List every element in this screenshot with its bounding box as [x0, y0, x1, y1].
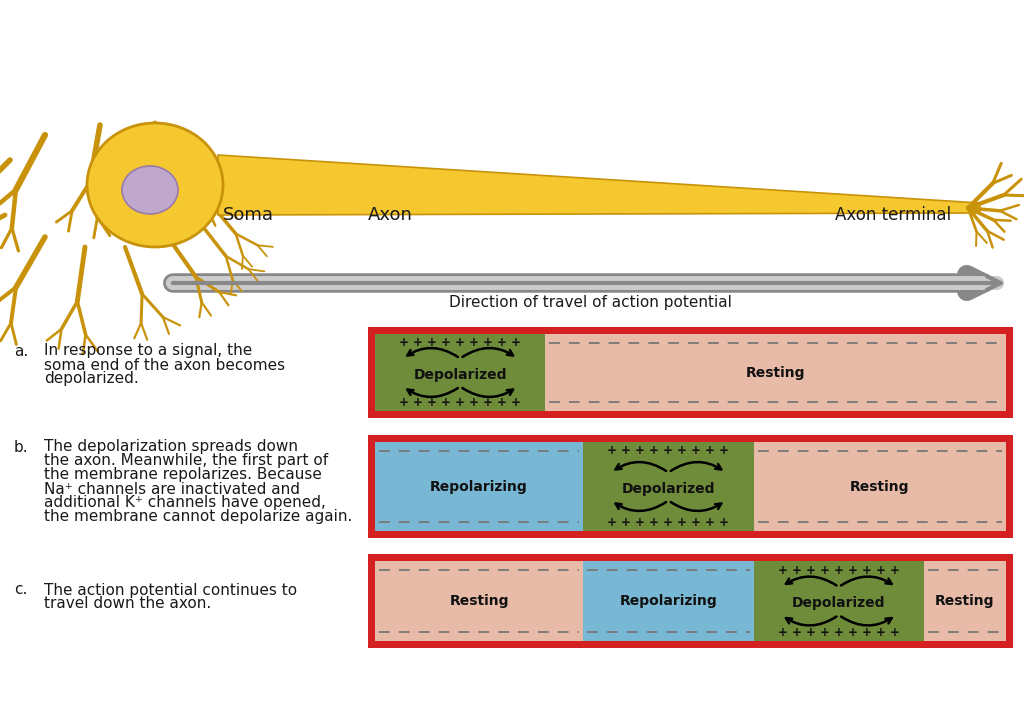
Text: Resting: Resting: [450, 594, 509, 608]
Bar: [368, 435, 1013, 538]
Polygon shape: [218, 155, 980, 215]
Text: + + + + + + + + +: + + + + + + + + +: [778, 563, 900, 576]
Text: + + + + + + + + +: + + + + + + + + +: [607, 516, 729, 528]
Text: + + + + + + + + +: + + + + + + + + +: [778, 625, 900, 638]
Bar: [375, 442, 584, 531]
Bar: [368, 327, 1013, 418]
Text: Soma: Soma: [222, 206, 273, 224]
Bar: [584, 442, 754, 531]
Text: a.: a.: [14, 343, 29, 358]
Bar: [375, 334, 546, 411]
Text: Resting: Resting: [935, 594, 994, 608]
Text: the membrane cannot depolarize again.: the membrane cannot depolarize again.: [44, 510, 352, 525]
Text: Na⁺ channels are inactivated and: Na⁺ channels are inactivated and: [44, 481, 300, 496]
Text: + + + + + + + + +: + + + + + + + + +: [399, 336, 521, 349]
Text: travel down the axon.: travel down the axon.: [44, 596, 211, 611]
Text: the membrane repolarizes. Because: the membrane repolarizes. Because: [44, 468, 322, 483]
Text: + + + + + + + + +: + + + + + + + + +: [399, 396, 521, 408]
Bar: [546, 334, 1006, 411]
Text: Resting: Resting: [745, 366, 806, 380]
Bar: [375, 561, 584, 641]
Bar: [754, 561, 924, 641]
Bar: [754, 442, 1006, 531]
Text: Depolarized: Depolarized: [622, 481, 715, 496]
Text: Direction of travel of action potential: Direction of travel of action potential: [449, 294, 731, 309]
Text: + + + + + + + + +: + + + + + + + + +: [607, 445, 729, 458]
Text: Axon: Axon: [368, 206, 413, 224]
Text: Depolarized: Depolarized: [792, 596, 886, 610]
Text: depolarized.: depolarized.: [44, 371, 138, 386]
Text: c.: c.: [14, 583, 28, 598]
Text: Repolarizing: Repolarizing: [430, 480, 528, 493]
Text: In response to a signal, the: In response to a signal, the: [44, 343, 252, 358]
Text: The action potential continues to: The action potential continues to: [44, 583, 297, 598]
Text: b.: b.: [14, 440, 29, 455]
Text: additional K⁺ channels have opened,: additional K⁺ channels have opened,: [44, 496, 326, 511]
Bar: [368, 554, 1013, 648]
Text: Repolarizing: Repolarizing: [620, 594, 717, 608]
Text: Depolarized: Depolarized: [414, 368, 507, 381]
Text: The depolarization spreads down: The depolarization spreads down: [44, 440, 298, 455]
Ellipse shape: [87, 123, 223, 247]
Text: soma end of the axon becomes: soma end of the axon becomes: [44, 358, 285, 373]
Bar: [584, 561, 754, 641]
Text: Resting: Resting: [850, 480, 909, 493]
Ellipse shape: [122, 166, 178, 214]
Bar: [924, 561, 1006, 641]
Text: Axon terminal: Axon terminal: [835, 206, 951, 224]
Text: the axon. Meanwhile, the first part of: the axon. Meanwhile, the first part of: [44, 453, 328, 468]
